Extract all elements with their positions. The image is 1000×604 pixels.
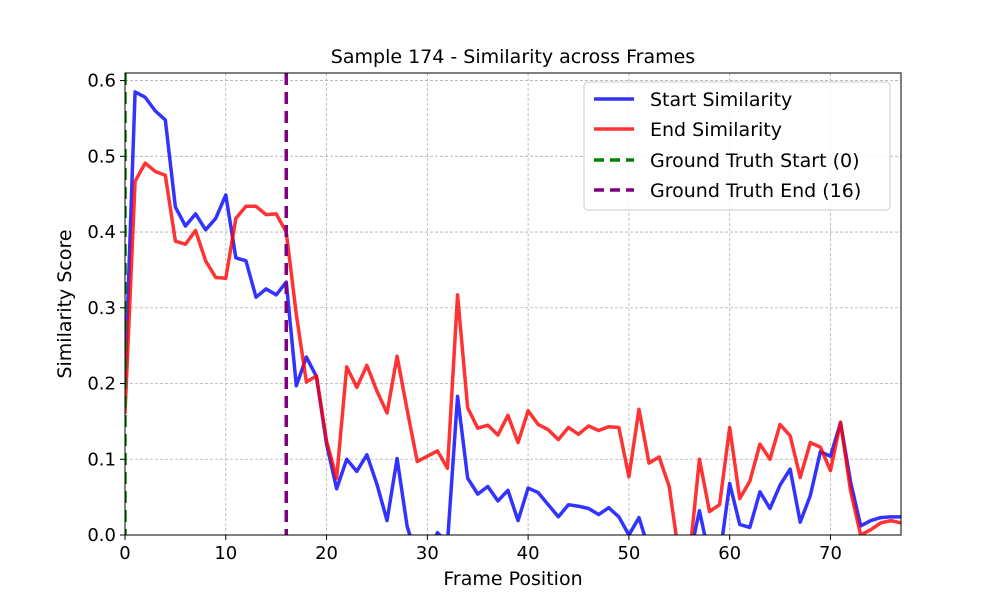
x-tick-label: 0	[119, 543, 130, 564]
legend-frame	[583, 81, 891, 211]
end-similarity-line	[125, 161, 901, 535]
x-axis-label: Frame Position	[443, 568, 582, 590]
x-tick-label: 10	[214, 543, 237, 564]
y-axis-label: Similarity Score	[54, 229, 76, 378]
plot-frame	[124, 72, 902, 536]
legend-label-ground-truth-end: Ground Truth End (16)	[650, 180, 861, 202]
legend-label-end-similarity: End Similarity	[650, 119, 782, 141]
y-tick-label: 0.6	[87, 71, 116, 92]
legend-label-ground-truth-start: Ground Truth Start (0)	[650, 150, 860, 172]
ticks: 0 10 20 30 40 50 60 70 0.0 0.1 0.2 0.3 0.4 0.5 0.6	[87, 71, 842, 564]
legend: Start Similarity End Similarity Ground T…	[583, 81, 891, 211]
y-tick-label: 0.1	[87, 449, 116, 470]
legend-label-start-similarity: Start Similarity	[650, 89, 792, 111]
y-tick-label: 0.5	[87, 146, 116, 167]
x-tick-label: 40	[517, 543, 540, 564]
x-tick-label: 30	[416, 543, 439, 564]
series-layer	[125, 90, 901, 535]
y-tick-label: 0.4	[87, 222, 116, 243]
vline-layer	[125, 73, 288, 535]
chart-title: Sample 174 - Similarity across Frames	[331, 46, 695, 68]
y-tick-label: 0.3	[87, 298, 116, 319]
y-tick-label: 0.0	[87, 525, 116, 546]
x-tick-label: 60	[718, 543, 741, 564]
x-tick-label: 20	[315, 543, 338, 564]
x-tick-label: 50	[617, 543, 640, 564]
y-tick-label: 0.2	[87, 374, 116, 395]
start-similarity-line	[125, 90, 901, 535]
x-tick-label: 70	[819, 543, 842, 564]
